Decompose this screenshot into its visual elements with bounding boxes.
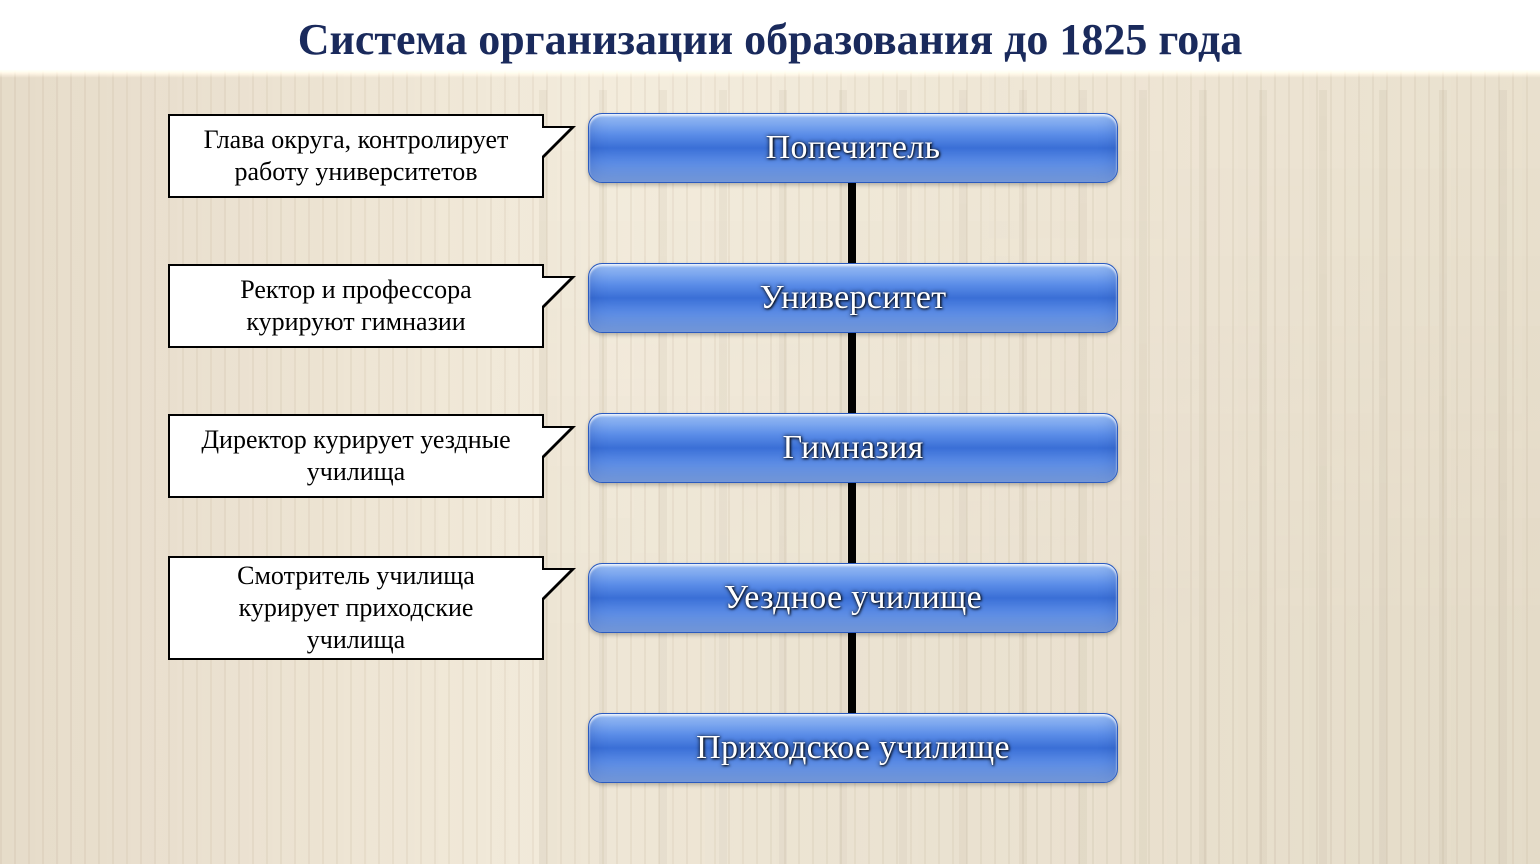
callout-text: Смотритель училища курирует приходские у… [188, 560, 524, 655]
hierarchy-node-label: Приходское училище [696, 729, 1010, 767]
hierarchy-node-label: Уездное училище [724, 579, 982, 617]
callout-box: Смотритель училища курирует приходские у… [168, 556, 544, 660]
slide-title: Система организации образования до 1825 … [0, 14, 1540, 65]
hierarchy-node: Приходское училище [588, 713, 1118, 783]
hierarchy-node: Попечитель [588, 113, 1118, 183]
callout-text: Ректор и профессора курируют гимназии [188, 274, 524, 337]
slide-canvas: Система организации образования до 1825 … [0, 0, 1540, 864]
callout-box: Директор курирует уездные училища [168, 414, 544, 498]
hierarchy-node-label: Гимназия [782, 429, 923, 467]
hierarchy-node-label: Университет [760, 279, 947, 317]
callout-box: Ректор и профессора курируют гимназии [168, 264, 544, 348]
hierarchy-node-label: Попечитель [766, 129, 941, 167]
callout-box: Глава округа, контролирует работу универ… [168, 114, 544, 198]
hierarchy-node: Гимназия [588, 413, 1118, 483]
hierarchy-node: Уездное училище [588, 563, 1118, 633]
callout-text: Директор курирует уездные училища [188, 424, 524, 487]
callout-text: Глава округа, контролирует работу универ… [188, 124, 524, 187]
hierarchy-node: Университет [588, 263, 1118, 333]
